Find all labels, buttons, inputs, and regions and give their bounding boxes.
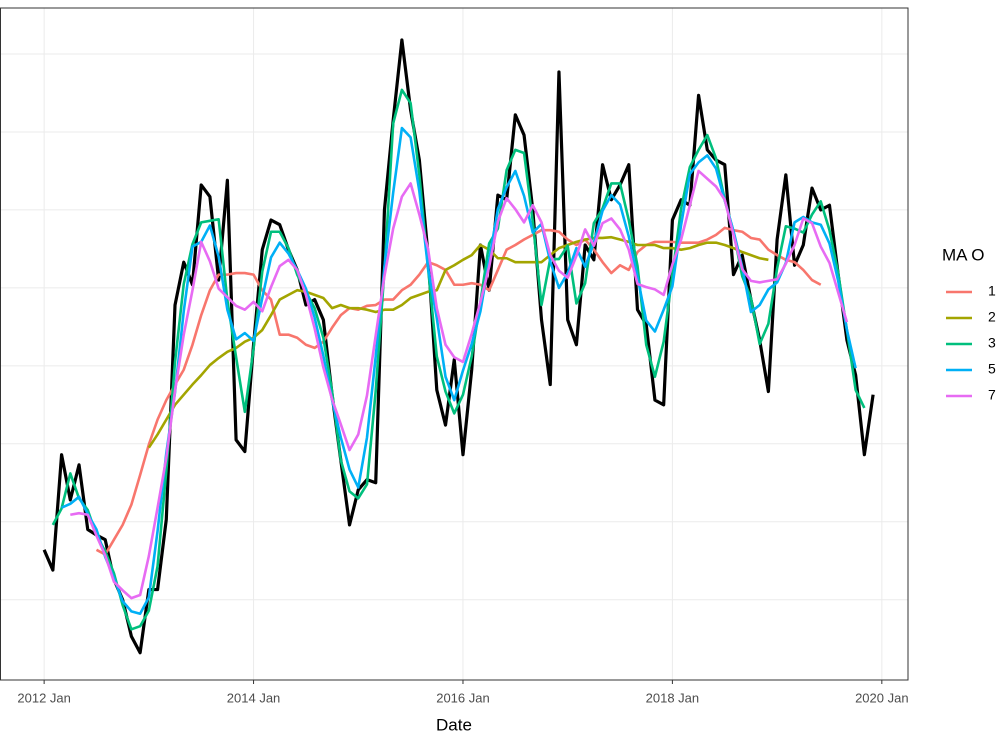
x-tick-label: 2012 Jan [17,690,71,705]
legend-label: 7 [988,387,996,403]
legend-label: 3 [988,335,996,351]
panel-border [0,7,909,681]
x-tick-label: 2018 Jan [646,690,700,705]
legend-label: 1 [988,283,996,299]
legend-label: 5 [988,361,996,377]
x-tick-label: 2020 Jan [855,690,909,705]
legend-label: 2 [988,309,996,325]
legend-title: MA O [942,245,985,264]
series-line [95,226,822,556]
x-tick-label: 2016 Jan [436,690,490,705]
x-axis-title: Date [436,715,472,734]
series-line [70,169,849,600]
series-line [42,38,875,655]
x-tick-label: 2014 Jan [227,690,281,705]
